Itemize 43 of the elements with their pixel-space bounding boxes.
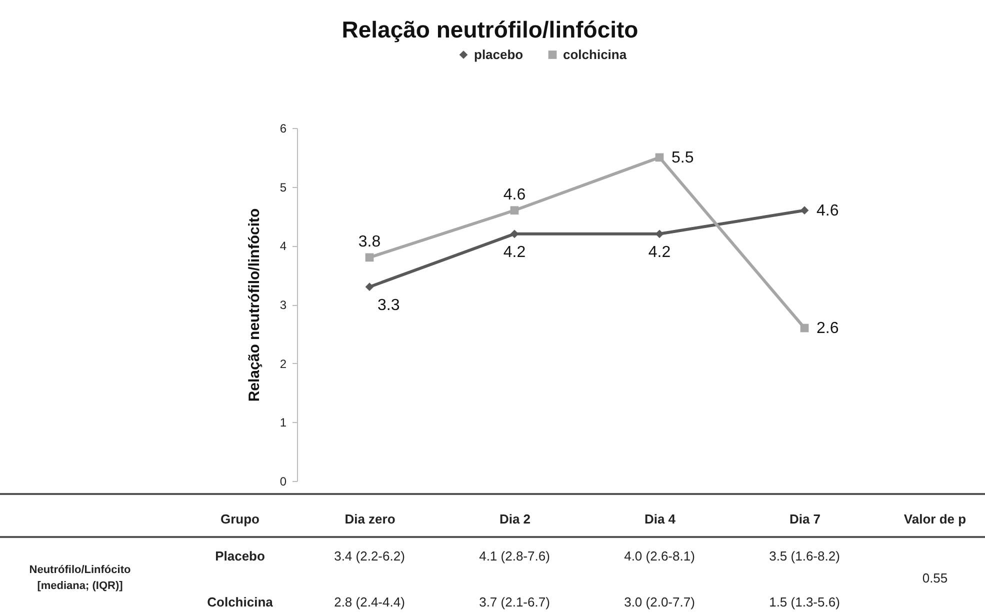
x-tick-label: Dia 2 bbox=[499, 512, 531, 526]
data-label: 4.6 bbox=[816, 202, 839, 220]
point bbox=[365, 253, 374, 262]
point bbox=[800, 324, 809, 332]
text: 3.5 (1.6-8.2) bbox=[769, 548, 840, 564]
data-label: 3.3 bbox=[378, 296, 400, 314]
y-axis-title: Relação neutrófilo/linfócito bbox=[246, 208, 263, 402]
x-tick-label: Dia 4 bbox=[644, 512, 676, 526]
text: 3.7 (2.1-6.7) bbox=[479, 594, 550, 610]
y-tick-label: 5 bbox=[280, 180, 287, 194]
x-tick-label: Dia 7 bbox=[789, 512, 821, 526]
point bbox=[800, 206, 809, 215]
y-tick-label: 0 bbox=[280, 474, 287, 488]
data-label: 4.6 bbox=[503, 186, 526, 204]
data-label: 2.6 bbox=[816, 320, 839, 338]
data-label: 4.2 bbox=[648, 244, 671, 261]
text: 1.5 (1.3-5.6) bbox=[769, 594, 840, 610]
text: Colchicina bbox=[207, 594, 273, 610]
y-tick-label: 1 bbox=[280, 416, 287, 430]
x-tick-label: Dia zero bbox=[344, 512, 396, 526]
text: 4.0 (2.6-8.1) bbox=[624, 548, 695, 564]
text: 3.4 (2.2-6.2) bbox=[334, 548, 405, 564]
y-tick-label: 3 bbox=[280, 298, 287, 312]
text: Valor de p bbox=[904, 512, 966, 526]
data-label: 5.5 bbox=[672, 149, 694, 166]
data-label: 4.2 bbox=[503, 244, 526, 261]
y-tick-label: 6 bbox=[280, 122, 287, 136]
legend-label: colchicina bbox=[563, 46, 628, 62]
chart-title: Relação neutrófilo/linfócito bbox=[342, 16, 638, 44]
text: Placebo bbox=[215, 548, 265, 564]
legend-label: placebo bbox=[474, 46, 524, 62]
text: 0.55 bbox=[922, 570, 948, 586]
text: Neutrófilo/Linfócito [mediana; (IQR)] bbox=[28, 563, 132, 594]
point bbox=[510, 206, 519, 215]
text: Grupo bbox=[220, 512, 260, 526]
text: 4.1 (2.8-7.6) bbox=[479, 548, 550, 564]
data-label: 3.8 bbox=[358, 233, 381, 250]
y-tick-label: 4 bbox=[280, 239, 287, 254]
point bbox=[365, 282, 374, 292]
text: 2.8 (2.4-4.4) bbox=[334, 594, 405, 610]
text: 3.0 (2.0-7.7) bbox=[624, 594, 695, 610]
point bbox=[655, 153, 664, 162]
y-tick-label: 2 bbox=[280, 356, 287, 371]
